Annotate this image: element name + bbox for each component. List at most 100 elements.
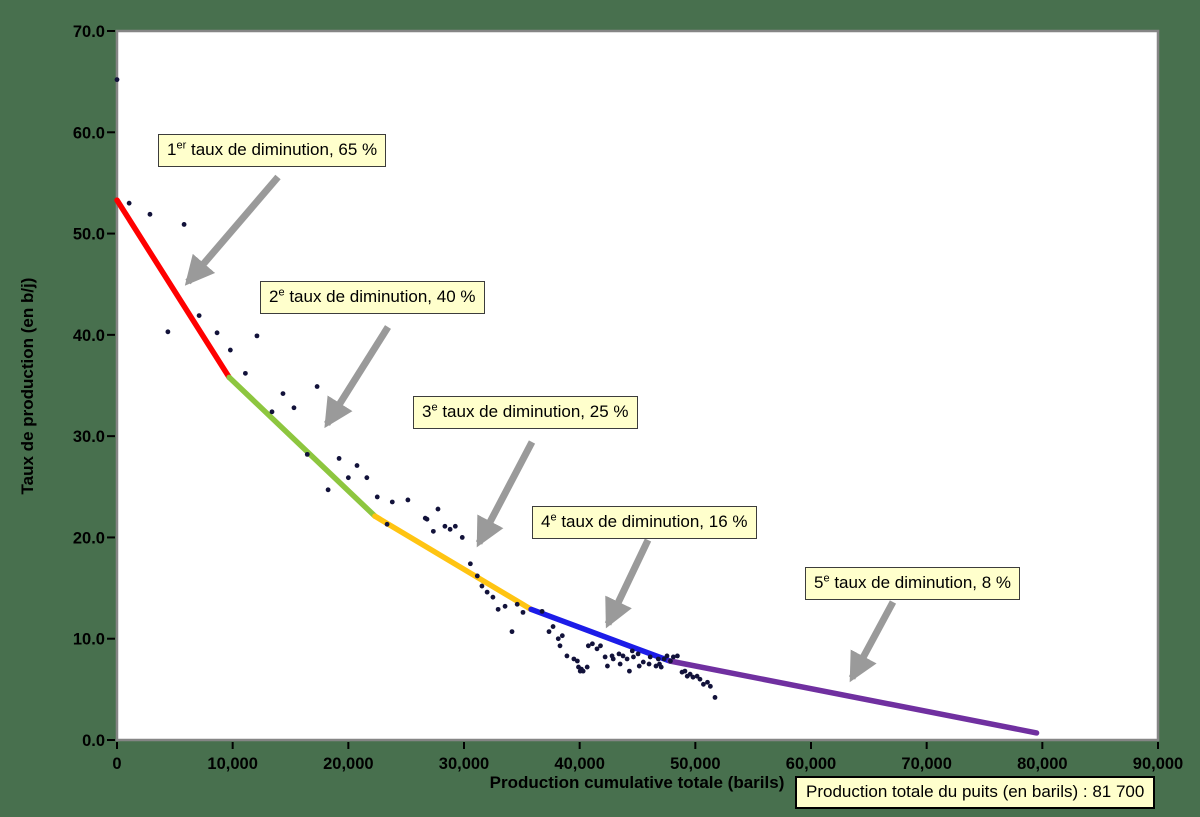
- scatter-point: [682, 668, 688, 674]
- callout-ordinal-suffix: e: [550, 511, 557, 524]
- x-tick-label: 40,000: [554, 755, 604, 773]
- callout-ordinal-suffix: er: [176, 139, 187, 152]
- scatter-point: [196, 313, 202, 319]
- scatter-point: [559, 633, 565, 639]
- scatter-point: [589, 641, 595, 647]
- x-axis-title: Production cumulative totale (barils): [489, 773, 785, 792]
- annotation-arrow: [604, 538, 652, 629]
- x-tick-label: 10,000: [207, 755, 257, 773]
- decline-segment-3: [372, 513, 534, 613]
- annotation-arrow: [848, 600, 897, 683]
- callout-text: taux de diminution, 40 %: [284, 287, 476, 306]
- scatter-point: [514, 601, 520, 607]
- annotation-arrow: [324, 325, 391, 429]
- scatter-point: [424, 516, 430, 522]
- scatter-point: [580, 668, 586, 674]
- x-tick-label: 60,000: [786, 755, 836, 773]
- decline-segment-4: [528, 606, 673, 664]
- scatter-point: [546, 629, 552, 635]
- callout-decline-rate-5: 5e taux de diminution, 8 %: [805, 567, 1021, 600]
- annotation-arrow: [184, 174, 281, 286]
- scatter-point: [345, 475, 351, 481]
- y-tick-label: 50.0: [73, 226, 105, 244]
- scatter-point: [374, 494, 380, 500]
- y-tick-label: 70.0: [73, 23, 105, 41]
- callout-text: taux de diminution, 65 %: [186, 140, 378, 159]
- x-tick-label: 50,000: [670, 755, 720, 773]
- scatter-point: [165, 329, 171, 335]
- scatter-point: [435, 506, 441, 512]
- scatter-point: [291, 405, 297, 411]
- scatter-point: [658, 664, 664, 670]
- y-tick-label: 30.0: [73, 428, 105, 446]
- scatter-point: [557, 643, 563, 649]
- scatter-point: [661, 656, 667, 662]
- y-tick-label: 60.0: [73, 124, 105, 142]
- scatter-point: [705, 679, 710, 685]
- x-tick-label: 90,000: [1133, 755, 1183, 773]
- scatter-point: [336, 456, 342, 461]
- scatter-point: [697, 676, 703, 682]
- scatter-point: [668, 658, 673, 664]
- scatter-point: [430, 528, 436, 534]
- callout-ordinal-suffix: e: [278, 286, 285, 299]
- scatter-point: [574, 658, 580, 664]
- scatter-point: [617, 661, 623, 667]
- scatter-point: [474, 573, 480, 579]
- callout-decline-rate-4: 4e taux de diminution, 16 %: [532, 506, 757, 539]
- scatter-point: [442, 523, 448, 529]
- scatter-point: [314, 384, 320, 389]
- scatter-point: [598, 643, 603, 649]
- scatter-point: [242, 370, 248, 376]
- scatter-point: [602, 654, 608, 660]
- scatter-point: [114, 77, 120, 83]
- scatter-point: [405, 497, 411, 503]
- scatter-point: [509, 629, 515, 635]
- scatter-point: [631, 654, 636, 660]
- callout-text: taux de diminution, 25 %: [437, 402, 629, 421]
- scatter-point: [655, 656, 661, 662]
- scatter-point: [479, 583, 485, 589]
- x-tick-label: 70,000: [901, 755, 951, 773]
- y-axis-title: Taux de production (en b/j): [18, 277, 37, 495]
- scatter-point: [389, 499, 395, 505]
- callout-ordinal-suffix: e: [431, 401, 438, 414]
- x-tick-label: 20,000: [323, 755, 373, 773]
- decline-segment-1: [114, 197, 232, 381]
- scatter-point: [571, 656, 577, 662]
- callout-decline-rate-1: 1er taux de diminution, 65 %: [158, 134, 387, 167]
- y-tick-label: 0.0: [82, 732, 105, 750]
- scatter-point: [584, 664, 590, 670]
- scatter-point: [635, 651, 641, 657]
- scatter-point: [610, 656, 616, 662]
- callout-ordinal: 3: [422, 402, 432, 421]
- callout-text: taux de diminution, 8 %: [829, 573, 1012, 592]
- scatter-point: [227, 347, 233, 353]
- callout-ordinal: 5: [814, 573, 824, 592]
- scatter-point: [550, 624, 556, 629]
- scatter-point: [555, 636, 561, 642]
- scatter-point: [447, 526, 453, 532]
- scatter-point: [664, 653, 670, 659]
- scatter-point: [627, 668, 632, 674]
- scatter-point: [701, 681, 706, 687]
- x-tick-label: 0: [112, 755, 121, 773]
- scatter-point: [502, 603, 508, 609]
- scatter-point: [687, 671, 693, 677]
- scatter-point: [490, 594, 496, 600]
- scatter-point: [653, 663, 659, 669]
- scatter-point: [467, 561, 473, 567]
- scatter-point: [585, 643, 591, 649]
- scatter-point: [636, 663, 642, 669]
- scatter-point: [325, 487, 331, 493]
- scatter-point: [354, 463, 360, 468]
- scatter-point: [181, 222, 187, 227]
- scatter-point: [147, 211, 153, 217]
- callout-decline-rate-2: 2e taux de diminution, 40 %: [260, 281, 485, 314]
- decline-segment-5: [667, 658, 1040, 736]
- scatter-point: [647, 654, 653, 660]
- annotation-arrow: [475, 440, 536, 548]
- scatter-point: [629, 648, 635, 654]
- callout-ordinal: 1: [167, 140, 177, 159]
